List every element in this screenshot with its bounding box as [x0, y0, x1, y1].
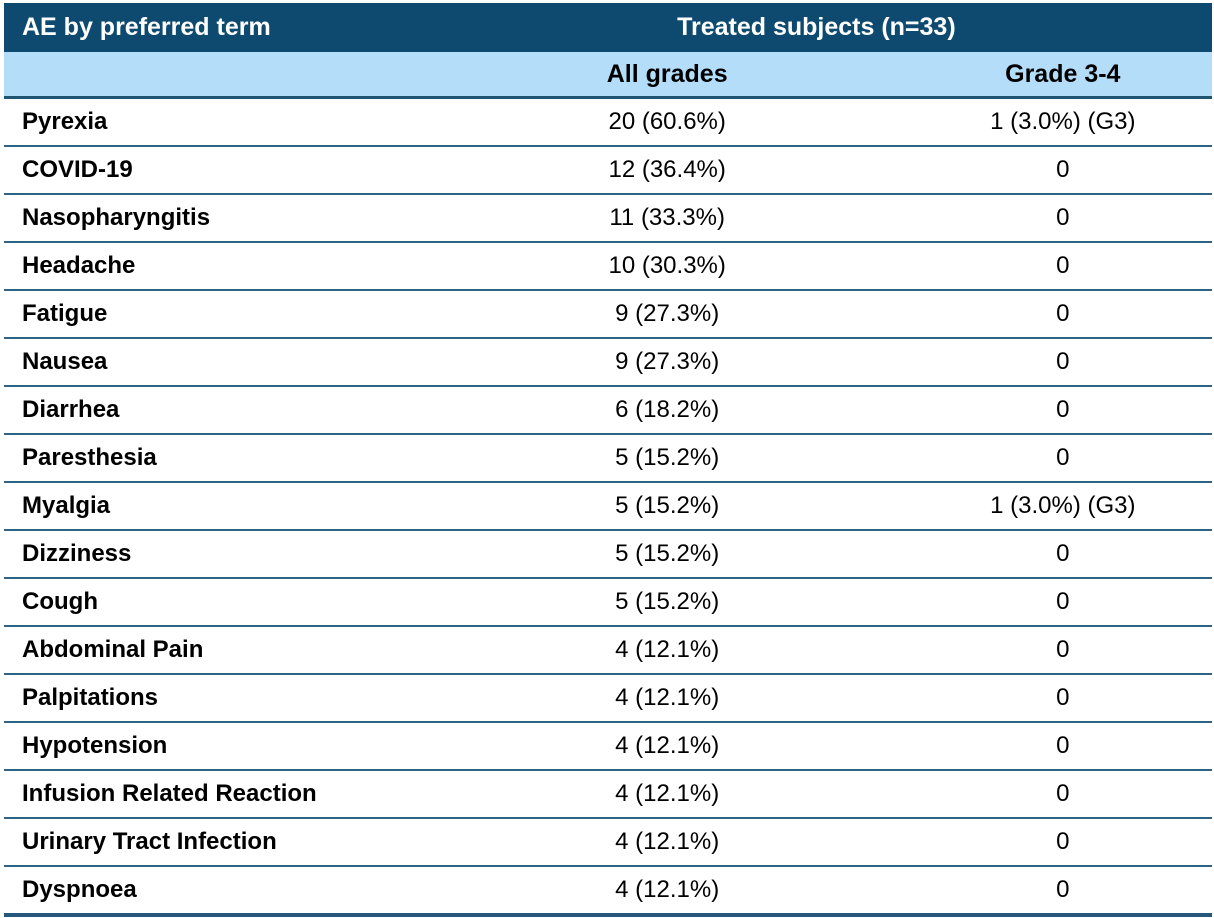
grade-3-4-value: 0: [913, 386, 1212, 435]
table-row: Palpitations 4 (12.1%) 0: [4, 674, 1212, 723]
grade-3-4-value: 1 (3.0%) (G3): [913, 482, 1212, 531]
grade-3-4-value: 0: [913, 338, 1212, 387]
table-row: Urinary Tract Infection 4 (12.1%) 0: [4, 818, 1212, 867]
ae-term: Nausea: [4, 338, 421, 387]
ae-term: Pyrexia: [4, 97, 421, 147]
grade-3-4-value: 0: [913, 290, 1212, 339]
grade-3-4-value: 0: [913, 818, 1212, 867]
table-body: Pyrexia 20 (60.6%) 1 (3.0%) (G3) COVID-1…: [4, 97, 1212, 917]
table-row: COVID-19 12 (36.4%) 0: [4, 146, 1212, 195]
grade-3-4-value: 0: [913, 722, 1212, 771]
table-row: Cough 5 (15.2%) 0: [4, 578, 1212, 627]
ae-term: Cough: [4, 578, 421, 627]
all-grades-value: 20 (60.6%): [420, 97, 914, 147]
all-grades-value: 11 (33.3%): [420, 194, 914, 243]
table-row: Paresthesia 5 (15.2%) 0: [4, 434, 1212, 483]
ae-term: Nasopharyngitis: [4, 194, 421, 243]
table-row: Headache 10 (30.3%) 0: [4, 242, 1212, 291]
ae-term: COVID-19: [4, 146, 421, 195]
ae-term: Headache: [4, 242, 421, 291]
all-grades-value: 4 (12.1%): [420, 818, 914, 867]
ae-term: Paresthesia: [4, 434, 421, 483]
ae-term: Abdominal Pain: [4, 626, 421, 675]
all-grades-value: 4 (12.1%): [420, 866, 914, 917]
table-row: Dyspnoea 4 (12.1%) 0: [4, 866, 1212, 917]
table-row: Dizziness 5 (15.2%) 0: [4, 530, 1212, 579]
grade-3-4-value: 0: [913, 866, 1212, 917]
table-row: Fatigue 9 (27.3%) 0: [4, 290, 1212, 339]
grade-3-4-value: 0: [913, 194, 1212, 243]
grade-3-4-value: 0: [913, 674, 1212, 723]
ae-term: Dizziness: [4, 530, 421, 579]
ae-term: Palpitations: [4, 674, 421, 723]
all-grades-value: 9 (27.3%): [420, 290, 914, 339]
header-ae-term: AE by preferred term: [4, 3, 421, 52]
all-grades-value: 5 (15.2%): [420, 482, 914, 531]
ae-term: Urinary Tract Infection: [4, 818, 421, 867]
grade-3-4-value: 0: [913, 626, 1212, 675]
table-row: Nausea 9 (27.3%) 0: [4, 338, 1212, 387]
all-grades-value: 5 (15.2%): [420, 530, 914, 579]
all-grades-value: 10 (30.3%): [420, 242, 914, 291]
all-grades-value: 4 (12.1%): [420, 722, 914, 771]
table-row: Infusion Related Reaction 4 (12.1%) 0: [4, 770, 1212, 819]
grade-3-4-value: 0: [913, 770, 1212, 819]
grade-3-4-value: 0: [913, 146, 1212, 195]
table-header: AE by preferred term Treated subjects (n…: [4, 3, 1212, 99]
table-row: Nasopharyngitis 11 (33.3%) 0: [4, 194, 1212, 243]
table-row: Hypotension 4 (12.1%) 0: [4, 722, 1212, 771]
ae-term: Fatigue: [4, 290, 421, 339]
ae-term: Hypotension: [4, 722, 421, 771]
ae-table: AE by preferred term Treated subjects (n…: [4, 3, 1212, 917]
header-row-main: AE by preferred term Treated subjects (n…: [4, 3, 1212, 52]
header-treated-subjects: Treated subjects (n=33): [420, 3, 1212, 52]
all-grades-value: 5 (15.2%): [420, 434, 914, 483]
all-grades-value: 9 (27.3%): [420, 338, 914, 387]
table-row: Abdominal Pain 4 (12.1%) 0: [4, 626, 1212, 675]
all-grades-value: 4 (12.1%): [420, 626, 914, 675]
grade-3-4-value: 0: [913, 578, 1212, 627]
all-grades-value: 12 (36.4%): [420, 146, 914, 195]
header-row-sub: All grades Grade 3-4: [4, 52, 1212, 99]
header-all-grades: All grades: [420, 52, 914, 99]
all-grades-value: 5 (15.2%): [420, 578, 914, 627]
header-empty-cell: [4, 52, 421, 99]
ae-term: Infusion Related Reaction: [4, 770, 421, 819]
grade-3-4-value: 1 (3.0%) (G3): [913, 97, 1212, 147]
ae-term: Dyspnoea: [4, 866, 421, 917]
table-row: Diarrhea 6 (18.2%) 0: [4, 386, 1212, 435]
grade-3-4-value: 0: [913, 530, 1212, 579]
ae-term: Diarrhea: [4, 386, 421, 435]
ae-term: Myalgia: [4, 482, 421, 531]
all-grades-value: 4 (12.1%): [420, 770, 914, 819]
table-row: Pyrexia 20 (60.6%) 1 (3.0%) (G3): [4, 97, 1212, 147]
all-grades-value: 6 (18.2%): [420, 386, 914, 435]
all-grades-value: 4 (12.1%): [420, 674, 914, 723]
grade-3-4-value: 0: [913, 242, 1212, 291]
grade-3-4-value: 0: [913, 434, 1212, 483]
table-row: Myalgia 5 (15.2%) 1 (3.0%) (G3): [4, 482, 1212, 531]
header-grade-3-4: Grade 3-4: [913, 52, 1212, 99]
